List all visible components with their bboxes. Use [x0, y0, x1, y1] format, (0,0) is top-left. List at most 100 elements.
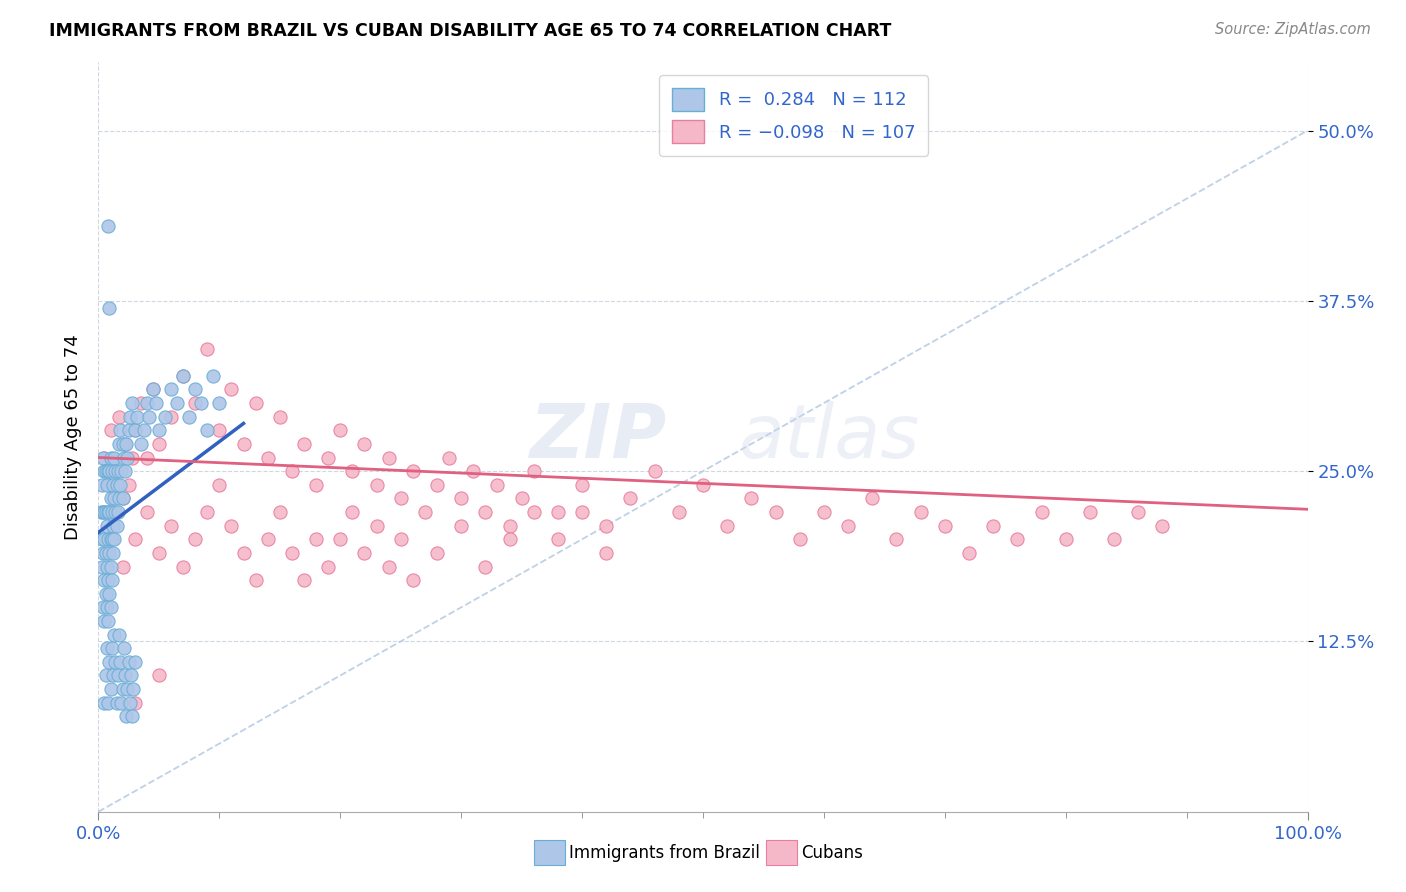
Point: [195, 342, 218, 356]
Point: [108, 627, 131, 641]
Point: [91, 477, 114, 491]
Point: [121, 396, 143, 410]
Point: [104, 464, 127, 478]
Point: [94, 546, 117, 560]
Text: ZIP: ZIP: [530, 401, 666, 474]
Point: [463, 464, 485, 478]
Point: [148, 437, 170, 451]
Point: [110, 696, 132, 710]
Point: [221, 383, 243, 397]
Y-axis label: Disability Age 65 to 74: Disability Age 65 to 74: [63, 334, 82, 540]
Point: [115, 437, 138, 451]
Point: [765, 505, 787, 519]
Point: [127, 409, 149, 424]
Point: [160, 383, 183, 397]
Point: [117, 682, 139, 697]
Point: [523, 505, 546, 519]
Point: [389, 491, 412, 506]
Point: [100, 600, 122, 615]
Point: [305, 533, 328, 547]
Point: [100, 641, 122, 656]
Point: [148, 423, 170, 437]
Point: [107, 668, 129, 682]
Point: [93, 464, 115, 478]
Point: [101, 546, 124, 560]
Point: [94, 505, 117, 519]
Text: IMMIGRANTS FROM BRAZIL VS CUBAN DISABILITY AGE 65 TO 74 CORRELATION CHART: IMMIGRANTS FROM BRAZIL VS CUBAN DISABILI…: [49, 22, 891, 40]
Point: [101, 505, 124, 519]
Point: [668, 505, 690, 519]
Point: [184, 383, 207, 397]
Point: [124, 423, 146, 437]
Point: [118, 423, 141, 437]
Point: [108, 655, 131, 669]
Point: [103, 627, 125, 641]
Point: [523, 464, 546, 478]
Point: [103, 450, 125, 465]
Point: [91, 450, 114, 465]
Point: [595, 518, 617, 533]
Point: [96, 600, 118, 615]
Text: Cubans: Cubans: [801, 844, 863, 862]
Point: [94, 464, 117, 478]
Point: [94, 587, 117, 601]
Point: [813, 505, 835, 519]
Point: [129, 396, 152, 410]
Point: [426, 477, 449, 491]
Point: [644, 464, 666, 478]
Point: [100, 533, 122, 547]
Point: [269, 505, 291, 519]
Point: [97, 533, 120, 547]
Point: [103, 491, 125, 506]
Point: [256, 533, 278, 547]
Point: [910, 505, 932, 519]
Point: [1031, 505, 1053, 519]
Point: [153, 409, 176, 424]
Point: [886, 533, 908, 547]
Point: [108, 423, 131, 437]
Point: [195, 505, 218, 519]
Point: [221, 518, 243, 533]
Point: [122, 682, 145, 697]
Point: [115, 709, 138, 723]
Point: [571, 505, 593, 519]
Legend: R =  0.284   N = 112, R = −0.098   N = 107: R = 0.284 N = 112, R = −0.098 N = 107: [659, 75, 928, 156]
Point: [97, 614, 120, 628]
Point: [837, 518, 859, 533]
Point: [121, 709, 143, 723]
Point: [934, 518, 956, 533]
Point: [97, 505, 120, 519]
Point: [93, 696, 115, 710]
Point: [111, 559, 134, 574]
Point: [486, 477, 509, 491]
Point: [316, 559, 339, 574]
Point: [595, 546, 617, 560]
Point: [498, 533, 520, 547]
Point: [135, 505, 157, 519]
Point: [114, 464, 136, 478]
Point: [142, 383, 165, 397]
Point: [148, 668, 170, 682]
Point: [1007, 533, 1029, 547]
Point: [90, 505, 112, 519]
Point: [105, 464, 128, 478]
Point: [547, 505, 569, 519]
Point: [111, 491, 134, 506]
Point: [97, 573, 120, 587]
Point: [184, 533, 207, 547]
Point: [103, 533, 125, 547]
Point: [100, 491, 122, 506]
Point: [281, 546, 304, 560]
Point: [377, 559, 399, 574]
Point: [100, 450, 122, 465]
Point: [124, 533, 146, 547]
Point: [957, 546, 980, 560]
Point: [111, 682, 134, 697]
Point: [105, 477, 128, 491]
Point: [138, 409, 160, 424]
Point: [208, 423, 231, 437]
Point: [98, 301, 121, 315]
Point: [202, 368, 225, 383]
Point: [98, 505, 121, 519]
Point: [366, 518, 388, 533]
